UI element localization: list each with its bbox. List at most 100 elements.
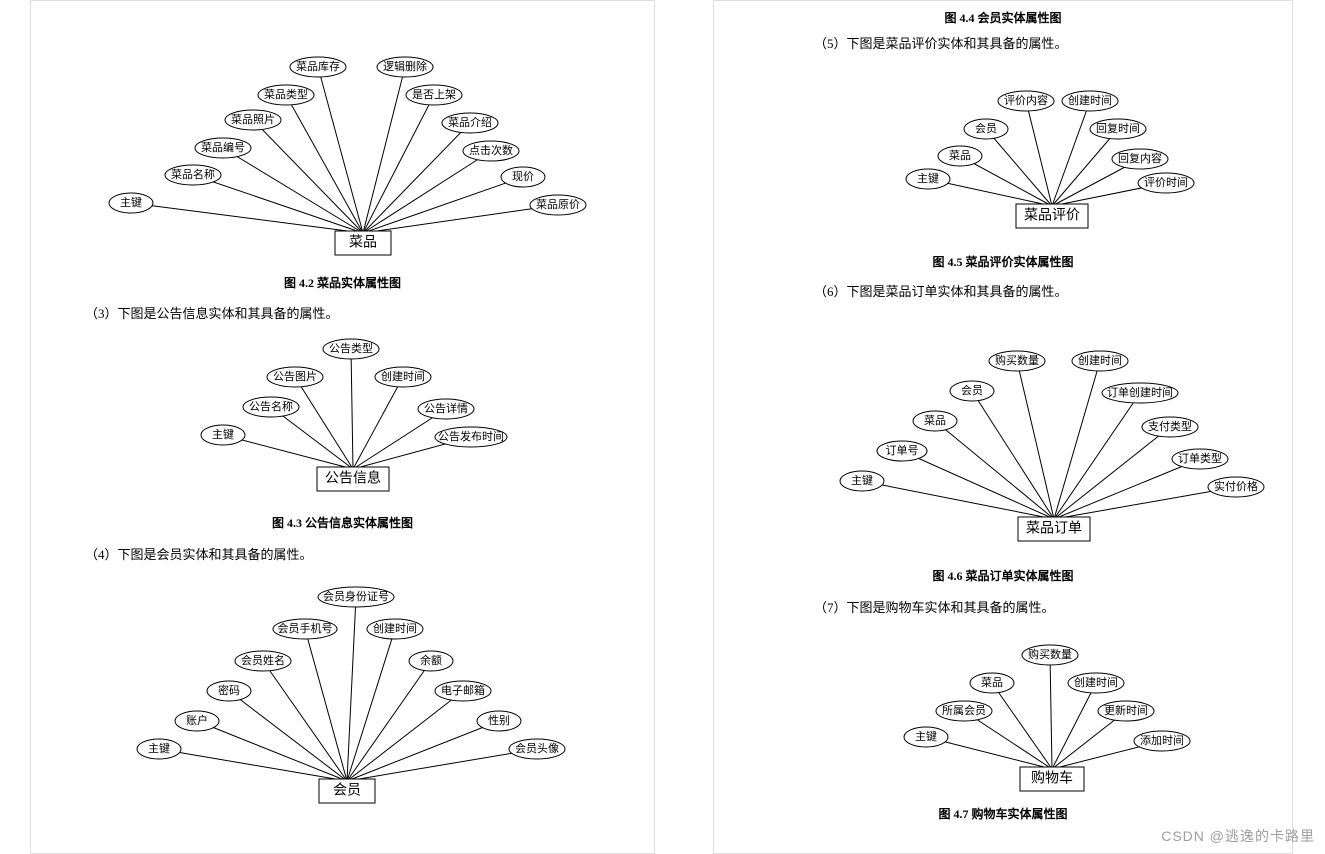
diagram-4-6: 主键 订单号 菜品会员购买数量 创建时间订单创建时间支付类型订单类型实付价格菜品订单: [822, 311, 1282, 558]
svg-text:购物车: 购物车: [1031, 770, 1073, 787]
svg-text:会员姓名: 会员姓名: [241, 653, 285, 667]
text-6: （6）下图是菜品订单实体和其具备的属性。: [814, 281, 1068, 300]
attr-11: 菜品原价: [530, 195, 586, 215]
attr-0: 主键: [840, 471, 884, 491]
attr-2: 菜品: [970, 673, 1014, 693]
attr-4: 购买数量: [989, 351, 1045, 371]
svg-text:评价内容: 评价内容: [1004, 93, 1048, 107]
svg-text:公告信息: 公告信息: [325, 470, 381, 487]
svg-text:公告发布时间: 公告发布时间: [438, 429, 504, 443]
attr-5: 公告详情: [418, 399, 474, 419]
diagram-4-4-member: 主键账户密码会员姓名会员手机号会员身份证号创建时间余额电子邮箱性别会员头像会员: [111, 561, 591, 821]
attr-3: 会员姓名: [235, 651, 291, 671]
caption-4-2: 图 4.2 菜品实体属性图: [31, 274, 654, 291]
attr-6: 创建时间: [367, 619, 423, 639]
attr-6: 回复内容: [1112, 149, 1168, 169]
svg-text:菜品照片: 菜品照片: [231, 113, 275, 126]
attr-2: 菜品编号: [195, 138, 251, 158]
watermark: CSDN @逃逸的卡路里: [1161, 826, 1315, 846]
svg-text:菜品原价: 菜品原价: [536, 198, 580, 211]
attr-3: 会员: [950, 381, 994, 401]
svg-text:购买数量: 购买数量: [995, 353, 1039, 367]
svg-text:主键: 主键: [915, 729, 937, 743]
attr-5: 菜品库存: [290, 57, 346, 77]
attr-1: 公告名称: [243, 397, 299, 417]
attr-2: 密码: [207, 681, 251, 701]
svg-text:订单号: 订单号: [886, 444, 919, 457]
svg-text:会员手机号: 会员手机号: [278, 621, 333, 635]
attr-4: 创建时间: [1062, 91, 1118, 111]
svg-text:创建时间: 创建时间: [1074, 675, 1118, 689]
svg-text:是否上架: 是否上架: [412, 88, 456, 101]
svg-text:菜品介绍: 菜品介绍: [448, 115, 492, 129]
svg-text:主键: 主键: [917, 171, 939, 185]
svg-text:菜品订单: 菜品订单: [1026, 521, 1082, 537]
attr-1: 菜品名称: [165, 165, 221, 185]
svg-text:菜品: 菜品: [949, 149, 971, 162]
attr-4: 会员手机号: [273, 619, 337, 639]
attr-1: 订单号: [877, 441, 927, 461]
attr-0: 主键: [906, 169, 950, 189]
diagram-4-3: 主键公告名称公告图片公告类型创建时间公告详情公告发布时间公告信息: [171, 317, 541, 507]
svg-text:回复时间: 回复时间: [1096, 121, 1140, 135]
caption-4-6: 图 4.6 菜品订单实体属性图: [714, 567, 1292, 584]
attr-5: 回复时间: [1090, 119, 1146, 139]
diagram-4-5: 主键菜品 会员 评价内容创建时间回复时间回复内容评价时间菜品评价: [882, 61, 1222, 244]
svg-text:密码: 密码: [218, 683, 240, 697]
attr-5: 更新时间: [1098, 701, 1154, 721]
svg-text:菜品: 菜品: [349, 235, 377, 251]
attr-1: 所属会员: [936, 701, 992, 721]
caption-4-4: 图 4.4 会员实体属性图: [714, 9, 1292, 26]
svg-text:会员头像: 会员头像: [515, 742, 559, 755]
svg-text:创建时间: 创建时间: [381, 369, 425, 383]
attr-6: 逻辑删除: [377, 57, 433, 77]
svg-text:所属会员: 所属会员: [942, 704, 986, 717]
page-right: 图 4.4 会员实体属性图（5）下图是菜品评价实体和其具备的属性。主键菜品会员评…: [713, 0, 1293, 854]
attr-2: 会员: [964, 119, 1008, 139]
svg-text:主键: 主键: [120, 195, 142, 209]
attr-2: 菜品: [913, 411, 957, 431]
svg-text:订单创建时间: 订单创建时间: [1107, 385, 1173, 399]
text-7: （7）下图是购物车实体和其具备的属性。: [814, 597, 1055, 616]
attr-6: 公告发布时间: [435, 427, 507, 447]
attr-8: 电子邮箱: [435, 681, 491, 701]
caption-4-5: 图 4.5 菜品评价实体属性图: [714, 253, 1292, 270]
svg-text:添加时间: 添加时间: [1140, 733, 1184, 747]
svg-text:主键: 主键: [148, 741, 170, 755]
svg-text:菜品名称: 菜品名称: [171, 167, 215, 181]
svg-text:菜品: 菜品: [924, 414, 946, 427]
svg-text:会员身份证号: 会员身份证号: [323, 589, 389, 603]
attr-10: 会员头像: [509, 739, 565, 759]
attr-0: 主键: [109, 193, 153, 213]
text-5: （5）下图是菜品评价实体和其具备的属性。: [814, 33, 1068, 52]
attr-7: 评价时间: [1138, 173, 1194, 193]
svg-text:支付类型: 支付类型: [1148, 419, 1192, 433]
diagram-4-7: 主键所属会员菜品购买数量创建时间更新时间添加时间购物车: [882, 619, 1212, 806]
svg-text:会员: 会员: [333, 783, 361, 799]
svg-text:菜品库存: 菜品库存: [296, 59, 340, 73]
attr-0: 主键: [137, 739, 181, 759]
svg-text:现价: 现价: [512, 170, 534, 183]
attr-8: 订单类型: [1172, 449, 1228, 469]
attr-9: 点击次数: [463, 141, 519, 161]
attr-6: 订单创建时间: [1102, 383, 1178, 403]
svg-text:菜品类型: 菜品类型: [264, 87, 308, 101]
svg-text:性别: 性别: [488, 713, 510, 727]
attr-3: 评价内容: [998, 91, 1054, 111]
svg-text:菜品评价: 菜品评价: [1024, 208, 1080, 224]
svg-text:账户: 账户: [186, 713, 208, 727]
svg-text:点击次数: 点击次数: [469, 143, 513, 157]
svg-text:公告名称: 公告名称: [249, 399, 293, 413]
svg-text:创建时间: 创建时间: [1078, 353, 1122, 367]
svg-text:创建时间: 创建时间: [373, 621, 417, 635]
diagram-4-2: 主键 菜品名称 菜品编号 菜品照片 菜品类型 菜品库存 逻辑删除是否上架菜品介绍点击次数现价…: [81, 25, 621, 270]
attr-9: 实付价格: [1208, 477, 1264, 497]
svg-text:更新时间: 更新时间: [1104, 703, 1148, 717]
attr-8: 菜品介绍: [442, 113, 498, 133]
attr-5: 会员身份证号: [318, 587, 394, 607]
attr-4: 创建时间: [1068, 673, 1124, 693]
svg-text:电子邮箱: 电子邮箱: [441, 683, 485, 697]
attr-1: 账户: [175, 711, 219, 731]
attr-4: 创建时间: [375, 367, 431, 387]
attr-9: 性别: [477, 711, 521, 731]
